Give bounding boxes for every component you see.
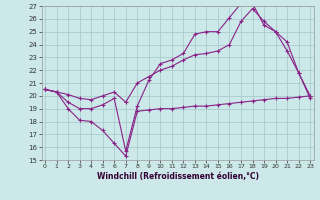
X-axis label: Windchill (Refroidissement éolien,°C): Windchill (Refroidissement éolien,°C)	[97, 172, 259, 181]
